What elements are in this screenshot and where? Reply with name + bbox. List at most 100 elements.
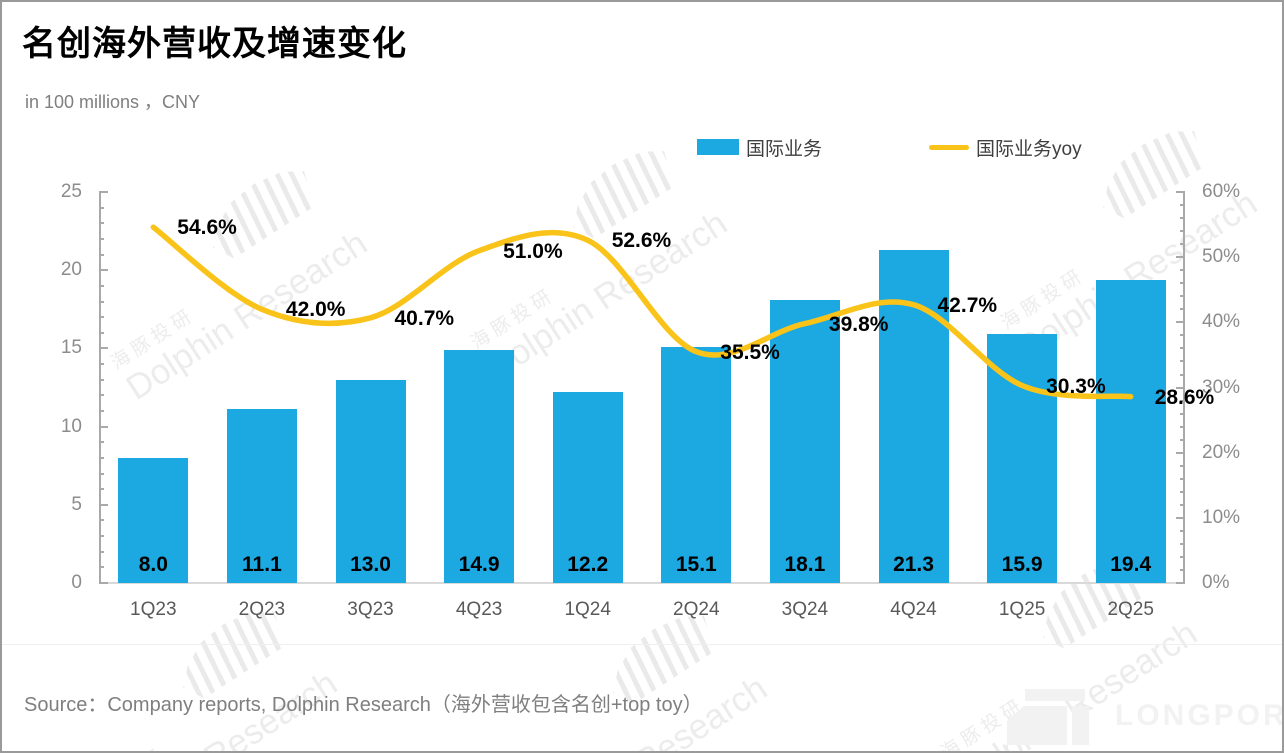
right-axis-tick (1176, 582, 1185, 584)
legend-label: 国际业务yoy (976, 138, 1082, 160)
right-axis-tick (1180, 529, 1185, 532)
left-axis-tick (99, 331, 104, 334)
left-axis-tick (99, 206, 104, 209)
y-axis-label: 10 (60, 415, 82, 437)
left-axis-tick (99, 566, 104, 569)
yoy-point-label: 42.0% (285, 298, 346, 322)
left-axis-tick (99, 284, 104, 287)
left-axis-tick (99, 472, 104, 475)
x-axis-label: 2Q24 (673, 599, 720, 620)
longport-logo: LONGPORT (1007, 686, 1282, 746)
x-axis-label: 3Q24 (781, 599, 829, 620)
left-axis-tick (99, 222, 104, 225)
right-axis-tick (1180, 295, 1185, 298)
bar-1Q24: 12.2 (552, 392, 623, 583)
right-axis-tick (1180, 503, 1185, 506)
left-axis-tick (99, 535, 104, 538)
left-axis-tick (99, 503, 108, 506)
bar-value-label: 19.4 (1110, 553, 1152, 576)
longport-logo-text: LONGPORT (1115, 699, 1282, 732)
x-axis-label: 2Q23 (238, 599, 286, 620)
right-axis-tick (1180, 243, 1185, 246)
left-axis-tick (99, 456, 104, 459)
right-axis-tick (1176, 386, 1185, 389)
bar-value-label: 15.1 (675, 553, 717, 576)
right-axis-tick (1180, 230, 1185, 233)
left-axis-tick (99, 550, 104, 553)
watermark: 海豚投研 Dolphin Research (42, 590, 345, 751)
right-axis-tick (1180, 204, 1185, 206)
left-axis-tick (99, 425, 108, 428)
left-axis-tick (99, 410, 104, 412)
watermark: 海豚投研 Dolphin Research (472, 595, 775, 751)
y-axis-label: 25 (60, 181, 82, 202)
pct-axis-label: 10% (1202, 506, 1241, 528)
left-axis-tick (99, 237, 104, 240)
left-axis-tick (99, 441, 104, 444)
x-axis-label: 4Q23 (455, 599, 503, 620)
pct-axis-label: 30% (1202, 376, 1241, 398)
x-axis-baseline (99, 582, 1185, 584)
x-axis-label: 2Q25 (1107, 599, 1154, 620)
bar-value-label: 8.0 (138, 553, 168, 576)
left-axis-tick (99, 253, 104, 256)
bar-swatch-icon (697, 139, 739, 155)
right-axis-tick (1180, 438, 1185, 441)
right-axis-tick (1176, 451, 1185, 454)
yoy-point-label: 52.6% (611, 229, 672, 253)
legend-label: 国际业务 (746, 138, 823, 160)
bar-value-label: 15.9 (1001, 553, 1043, 576)
longport-logo-icon (1007, 687, 1091, 745)
right-axis-tick (1180, 464, 1185, 467)
left-axis-tick (99, 363, 104, 365)
pct-axis-label: 20% (1202, 441, 1241, 463)
right-axis-tick (1180, 555, 1185, 558)
yoy-point-label: 39.8% (828, 312, 889, 336)
y-axis-label: 15 (60, 337, 82, 359)
y-axis-label: 5 (71, 493, 82, 515)
x-axis-label: 1Q23 (130, 599, 177, 620)
yoy-point-label: 30.3% (1046, 374, 1106, 398)
y-axis-label: 0 (71, 572, 82, 593)
left-axis-tick (99, 300, 104, 303)
bar-value-label: 11.1 (242, 553, 282, 576)
x-axis-label: 1Q24 (564, 599, 611, 620)
bar-2Q24: 15.1 (661, 346, 732, 583)
yoy-point-label: 28.6% (1154, 385, 1215, 409)
bar-1Q25: 15.9 (987, 334, 1058, 583)
yoy-point-label: 51.0% (503, 239, 563, 263)
right-axis-tick (1180, 217, 1185, 220)
right-axis-tick (1180, 282, 1185, 285)
right-axis-tick (1180, 269, 1185, 272)
yoy-point-label: 42.7% (937, 293, 998, 317)
left-axis-tick (99, 519, 104, 522)
bar-3Q24: 18.1 (769, 299, 840, 583)
left-axis-tick (99, 269, 108, 272)
right-axis-tick (1180, 542, 1185, 545)
line-swatch-icon (929, 144, 969, 150)
x-axis-label: 1Q25 (998, 599, 1046, 620)
right-axis-tick (1180, 569, 1185, 571)
source-note: Source：Company reports, Dolphin Research… (24, 694, 703, 716)
right-axis-tick (1180, 373, 1185, 376)
right-axis-tick (1176, 256, 1185, 259)
x-axis-label: 3Q23 (347, 599, 394, 620)
right-axis-tick (1176, 321, 1185, 324)
right-axis-tick (1180, 334, 1185, 337)
left-axis-line (99, 192, 101, 583)
right-axis-tick (1180, 308, 1185, 311)
left-axis-tick (99, 488, 104, 491)
bar-1Q23: 8.0 (118, 457, 189, 583)
yoy-point-label: 54.6% (177, 216, 237, 240)
x-axis-label: 4Q24 (890, 599, 937, 620)
right-axis-tick (1180, 425, 1185, 428)
chart-unit-subtitle: in 100 millions ，CNY (25, 92, 201, 112)
left-axis-tick (99, 191, 108, 193)
bar-value-label: 14.9 (458, 553, 500, 576)
bar-value-label: 13.0 (350, 553, 391, 576)
right-axis-tick (1180, 347, 1185, 350)
bar-4Q23: 14.9 (444, 350, 515, 583)
legend-item-revenue: 国际业务 (697, 135, 823, 160)
bar-value-label: 12.2 (567, 553, 609, 576)
